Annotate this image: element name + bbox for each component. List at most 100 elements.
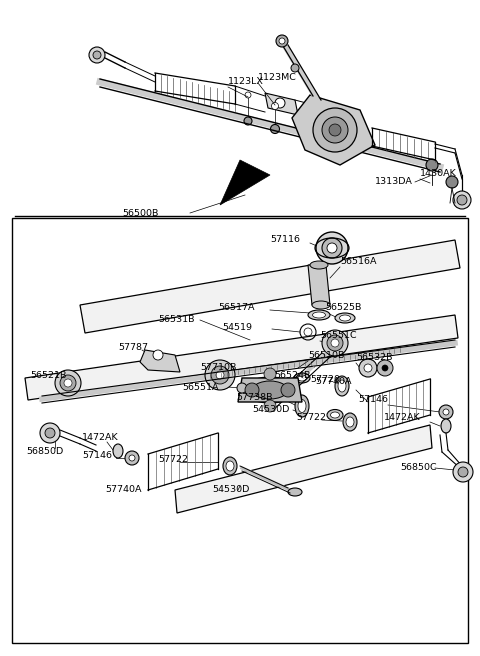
Circle shape xyxy=(382,365,388,371)
Ellipse shape xyxy=(226,461,234,471)
Circle shape xyxy=(377,360,393,376)
Ellipse shape xyxy=(308,310,330,320)
Circle shape xyxy=(153,350,163,360)
Text: 56551C: 56551C xyxy=(320,331,357,340)
Circle shape xyxy=(281,383,295,397)
Polygon shape xyxy=(292,95,375,165)
Circle shape xyxy=(205,360,235,390)
Text: 56551A: 56551A xyxy=(182,382,218,392)
Ellipse shape xyxy=(298,375,307,381)
Circle shape xyxy=(45,428,55,438)
Polygon shape xyxy=(265,93,298,115)
Circle shape xyxy=(426,159,438,171)
Circle shape xyxy=(125,451,139,465)
Circle shape xyxy=(453,191,471,209)
Text: 57787: 57787 xyxy=(118,344,148,352)
Polygon shape xyxy=(308,265,330,305)
Circle shape xyxy=(327,243,337,253)
Circle shape xyxy=(245,92,251,98)
Circle shape xyxy=(329,124,341,136)
Circle shape xyxy=(40,423,60,443)
Circle shape xyxy=(364,364,372,372)
Text: 57740A: 57740A xyxy=(105,485,142,495)
Text: 57738B: 57738B xyxy=(236,394,273,403)
Ellipse shape xyxy=(295,395,309,417)
Text: 56510B: 56510B xyxy=(308,352,344,361)
Circle shape xyxy=(322,117,348,143)
Circle shape xyxy=(245,383,259,397)
Circle shape xyxy=(443,409,449,415)
Ellipse shape xyxy=(335,376,349,396)
Circle shape xyxy=(279,38,285,44)
Ellipse shape xyxy=(338,380,346,392)
Circle shape xyxy=(276,35,288,47)
Text: 57740A: 57740A xyxy=(315,377,351,386)
Circle shape xyxy=(457,195,467,205)
Polygon shape xyxy=(25,315,458,400)
Circle shape xyxy=(331,339,339,347)
Ellipse shape xyxy=(339,315,350,321)
Text: 54530D: 54530D xyxy=(252,405,289,415)
Text: 54530D: 54530D xyxy=(212,485,250,495)
Text: 56850D: 56850D xyxy=(26,447,63,457)
Circle shape xyxy=(89,47,105,63)
Circle shape xyxy=(313,108,357,152)
Bar xyxy=(12,218,468,643)
Text: 57710B: 57710B xyxy=(200,363,236,373)
Ellipse shape xyxy=(244,377,296,403)
Circle shape xyxy=(322,330,348,356)
Circle shape xyxy=(316,232,348,264)
Circle shape xyxy=(264,368,276,380)
Ellipse shape xyxy=(441,419,451,433)
Text: 56850C: 56850C xyxy=(400,464,437,472)
Circle shape xyxy=(55,370,81,396)
Circle shape xyxy=(264,400,276,412)
Circle shape xyxy=(129,455,135,461)
Text: 1313DA: 1313DA xyxy=(375,178,413,186)
Circle shape xyxy=(359,359,377,377)
Text: 1123MC: 1123MC xyxy=(258,73,297,83)
Ellipse shape xyxy=(310,261,328,269)
Circle shape xyxy=(244,117,252,125)
Text: 56500B: 56500B xyxy=(122,209,158,218)
Circle shape xyxy=(458,467,468,477)
Text: 57722: 57722 xyxy=(296,413,326,422)
Ellipse shape xyxy=(331,412,339,418)
Ellipse shape xyxy=(343,413,357,431)
Text: 56531B: 56531B xyxy=(158,316,194,325)
Ellipse shape xyxy=(298,400,306,413)
Circle shape xyxy=(237,383,247,393)
Text: 1472AK: 1472AK xyxy=(82,434,119,443)
Polygon shape xyxy=(80,240,460,333)
Circle shape xyxy=(291,64,299,72)
Polygon shape xyxy=(220,160,270,205)
Text: 56516A: 56516A xyxy=(340,258,376,266)
Text: 56521B: 56521B xyxy=(30,371,66,380)
Text: 1123LX: 1123LX xyxy=(228,77,264,87)
Ellipse shape xyxy=(335,313,355,323)
Ellipse shape xyxy=(346,417,354,427)
Text: 56525B: 56525B xyxy=(325,302,361,312)
Circle shape xyxy=(60,375,76,391)
Text: 57720: 57720 xyxy=(310,375,340,384)
Ellipse shape xyxy=(252,381,288,399)
Text: 57146: 57146 xyxy=(82,451,112,459)
Ellipse shape xyxy=(312,301,330,309)
Text: 56524B: 56524B xyxy=(274,371,311,380)
Text: 57722: 57722 xyxy=(158,455,188,464)
Circle shape xyxy=(211,366,229,384)
Text: 56517A: 56517A xyxy=(218,304,254,312)
Circle shape xyxy=(453,462,473,482)
Circle shape xyxy=(93,51,101,59)
Ellipse shape xyxy=(288,488,302,496)
Circle shape xyxy=(327,335,343,351)
Text: 57146: 57146 xyxy=(358,396,388,405)
Circle shape xyxy=(64,379,72,387)
Circle shape xyxy=(272,102,278,110)
Polygon shape xyxy=(238,378,302,402)
Circle shape xyxy=(322,238,342,258)
Ellipse shape xyxy=(223,457,237,475)
Polygon shape xyxy=(140,350,180,372)
Polygon shape xyxy=(175,425,432,513)
Text: 1430AK: 1430AK xyxy=(420,169,457,178)
